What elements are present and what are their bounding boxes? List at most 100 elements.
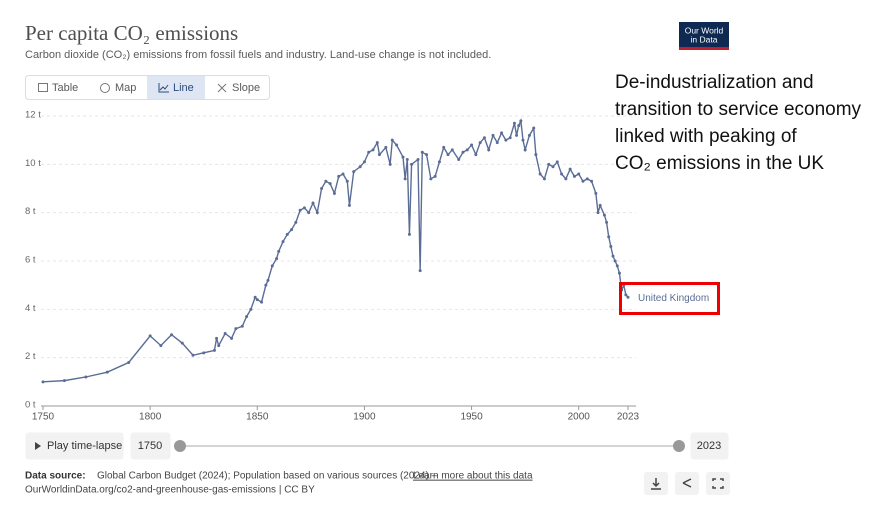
start-box[interactable]	[130, 432, 171, 460]
source-label: Data source:	[25, 471, 86, 482]
point	[298, 208, 302, 212]
annotation-line: transition to service economy	[615, 99, 862, 120]
series-label: United Kingdom	[638, 293, 709, 304]
point	[617, 271, 621, 275]
point	[527, 133, 531, 137]
point	[249, 307, 253, 311]
point	[596, 211, 600, 215]
x-tick-label: 1800	[139, 412, 162, 423]
end-box[interactable]	[690, 432, 729, 460]
point	[590, 179, 594, 183]
point	[429, 177, 433, 181]
point	[437, 160, 441, 164]
point	[390, 138, 394, 142]
logo[interactable]	[679, 22, 729, 50]
logo-text: in Data	[691, 34, 718, 44]
point	[515, 133, 519, 137]
point	[328, 182, 332, 186]
slider-handle[interactable]	[174, 440, 186, 452]
point	[230, 336, 234, 340]
point	[551, 165, 555, 169]
source-link[interactable]: Learn more about this data	[413, 471, 533, 482]
point	[420, 150, 424, 154]
annotation-line: linked with peaking of	[615, 126, 797, 147]
point	[285, 232, 289, 236]
point	[403, 177, 407, 181]
point	[281, 240, 285, 244]
x-tick-label: 1850	[246, 412, 269, 423]
point	[266, 278, 270, 282]
tab[interactable]: Table	[52, 82, 78, 94]
point	[62, 379, 66, 383]
point	[202, 351, 206, 355]
slider-handle[interactable]	[673, 440, 685, 452]
point	[615, 264, 619, 268]
point	[41, 380, 45, 384]
x-tick-label: 2023	[617, 412, 640, 423]
point	[602, 213, 606, 217]
point	[367, 150, 371, 154]
point	[234, 327, 238, 331]
play-button[interactable]	[25, 432, 124, 460]
point	[585, 177, 589, 181]
point	[425, 153, 429, 157]
point	[626, 295, 630, 299]
point	[345, 179, 349, 183]
logo-bar	[679, 47, 729, 50]
point	[611, 254, 615, 258]
point	[105, 370, 109, 374]
point	[491, 133, 495, 137]
point	[410, 162, 414, 166]
point	[352, 170, 356, 174]
point	[487, 148, 491, 152]
action-icons	[651, 478, 724, 490]
point	[598, 203, 602, 207]
point	[255, 298, 259, 302]
y-tick-label: 6 t	[25, 255, 36, 266]
point	[217, 344, 221, 348]
tab[interactable]: Line	[173, 82, 194, 94]
point	[560, 172, 564, 176]
tab[interactable]: Slope	[232, 82, 260, 94]
point	[253, 295, 257, 299]
tab-icons	[38, 83, 227, 93]
tab[interactable]: Map	[115, 82, 136, 94]
point	[605, 220, 609, 224]
point	[180, 341, 184, 345]
y-tick-label: 12 t	[25, 110, 41, 121]
x-tick-label: 2000	[568, 412, 591, 423]
point	[375, 141, 379, 145]
point	[302, 206, 306, 210]
x-tick-label: 1950	[460, 412, 483, 423]
annotation: De-industrialization and transition to se…	[615, 72, 862, 174]
point	[371, 148, 375, 152]
point	[311, 201, 315, 205]
point	[127, 361, 131, 364]
point	[245, 315, 249, 319]
point	[504, 138, 508, 142]
point	[159, 344, 163, 348]
y-tick-label: 2 t	[25, 351, 36, 362]
start-year: 1750	[138, 440, 162, 452]
action-buttons	[644, 472, 730, 495]
point	[294, 220, 298, 224]
play-icon	[35, 442, 41, 450]
point	[341, 172, 345, 176]
point	[519, 119, 523, 123]
point	[534, 153, 538, 157]
point	[568, 167, 572, 171]
point	[240, 324, 244, 328]
point	[170, 333, 174, 337]
fullscreen-button[interactable]	[706, 472, 730, 495]
point	[332, 191, 336, 195]
point	[542, 177, 546, 181]
point	[613, 259, 617, 263]
share-button[interactable]	[675, 472, 699, 495]
point	[215, 336, 219, 340]
chart-title: Per capita CO₂ emissions	[25, 21, 238, 45]
point	[532, 126, 536, 130]
point	[260, 300, 264, 304]
source-text: Global Carbon Budget (2024); Population …	[97, 471, 438, 482]
point	[405, 158, 409, 161]
